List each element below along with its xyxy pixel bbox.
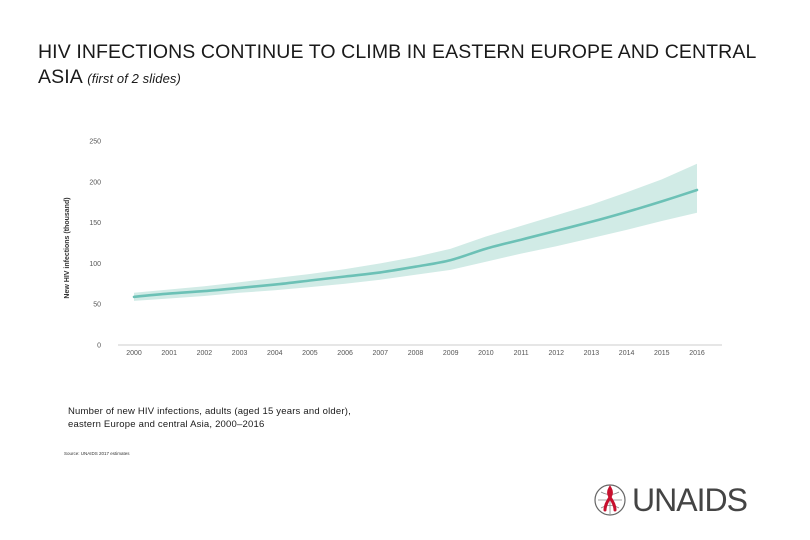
x-tick-labels: 2000 2001 2002 2003 2004 2005 2006 2007 2008 2009… xyxy=(126,350,705,357)
slide-title-main: HIV INFECTIONS CONTINUE TO CLIMB IN EAST… xyxy=(38,41,756,88)
x-tick-label: 2003 xyxy=(232,350,248,357)
x-tick-label: 2012 xyxy=(549,350,565,357)
slide-title: HIV INFECTIONS CONTINUE TO CLIMB IN EAST… xyxy=(38,40,778,91)
x-tick-label: 2002 xyxy=(197,350,213,357)
logo-text: UNAIDS xyxy=(632,482,748,518)
x-tick-label: 2004 xyxy=(267,350,283,357)
unaids-logo: UNAIDS xyxy=(592,481,792,519)
caption-line-2: eastern Europe and central Asia, 2000–20… xyxy=(68,419,265,430)
caption-line-1: Number of new HIV infections, adults (ag… xyxy=(68,406,351,417)
confidence-band xyxy=(134,163,697,301)
y-axis-title-group: New HIV infections (thousand) xyxy=(64,197,71,298)
x-tick-label: 2010 xyxy=(478,350,494,357)
y-tick-label: 200 xyxy=(89,179,101,186)
x-tick-label: 2016 xyxy=(689,350,705,357)
unaids-emblem-icon xyxy=(594,484,626,516)
y-tick-label: 100 xyxy=(89,261,101,268)
series-line-estimate xyxy=(132,188,699,299)
x-tick-label: 2001 xyxy=(161,350,177,357)
x-tick-label: 2015 xyxy=(654,350,670,357)
x-tick-label: 2009 xyxy=(443,350,459,357)
x-tick-label: 2013 xyxy=(584,350,600,357)
x-tick-label: 2005 xyxy=(302,350,318,357)
x-tick-label: 2014 xyxy=(619,350,635,357)
y-tick-label: 250 xyxy=(89,139,101,146)
slide-title-subtitle: (first of 2 slides) xyxy=(87,71,181,86)
x-tick-label: 2007 xyxy=(373,350,389,357)
x-tick-label: 2006 xyxy=(337,350,353,357)
y-tick-label: 0 xyxy=(97,343,101,350)
x-tick-label: 2011 xyxy=(514,350,529,357)
y-tick-labels: 0 50 100 150 200 250 xyxy=(89,139,101,350)
y-tick-label: 150 xyxy=(89,220,101,227)
y-axis-title: New HIV infections (thousand) xyxy=(64,197,71,298)
x-tick-label: 2008 xyxy=(408,350,424,357)
y-tick-label: 50 xyxy=(93,302,101,309)
x-tick-label: 2000 xyxy=(126,350,142,357)
source-note: Source: UNAIDS 2017 estimates xyxy=(64,451,130,456)
chart-caption: Number of new HIV infections, adults (ag… xyxy=(68,405,468,431)
